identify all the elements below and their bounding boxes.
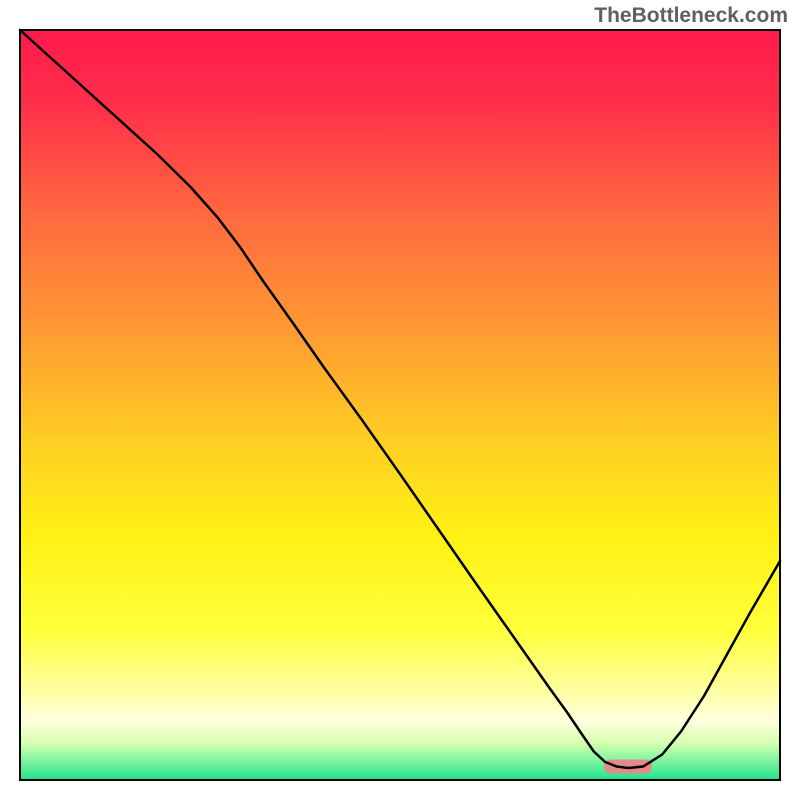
bottleneck-chart <box>0 0 800 800</box>
watermark-text: TheBottleneck.com <box>594 4 788 28</box>
chart-container: TheBottleneck.com <box>0 0 800 800</box>
plot-background <box>20 30 780 780</box>
